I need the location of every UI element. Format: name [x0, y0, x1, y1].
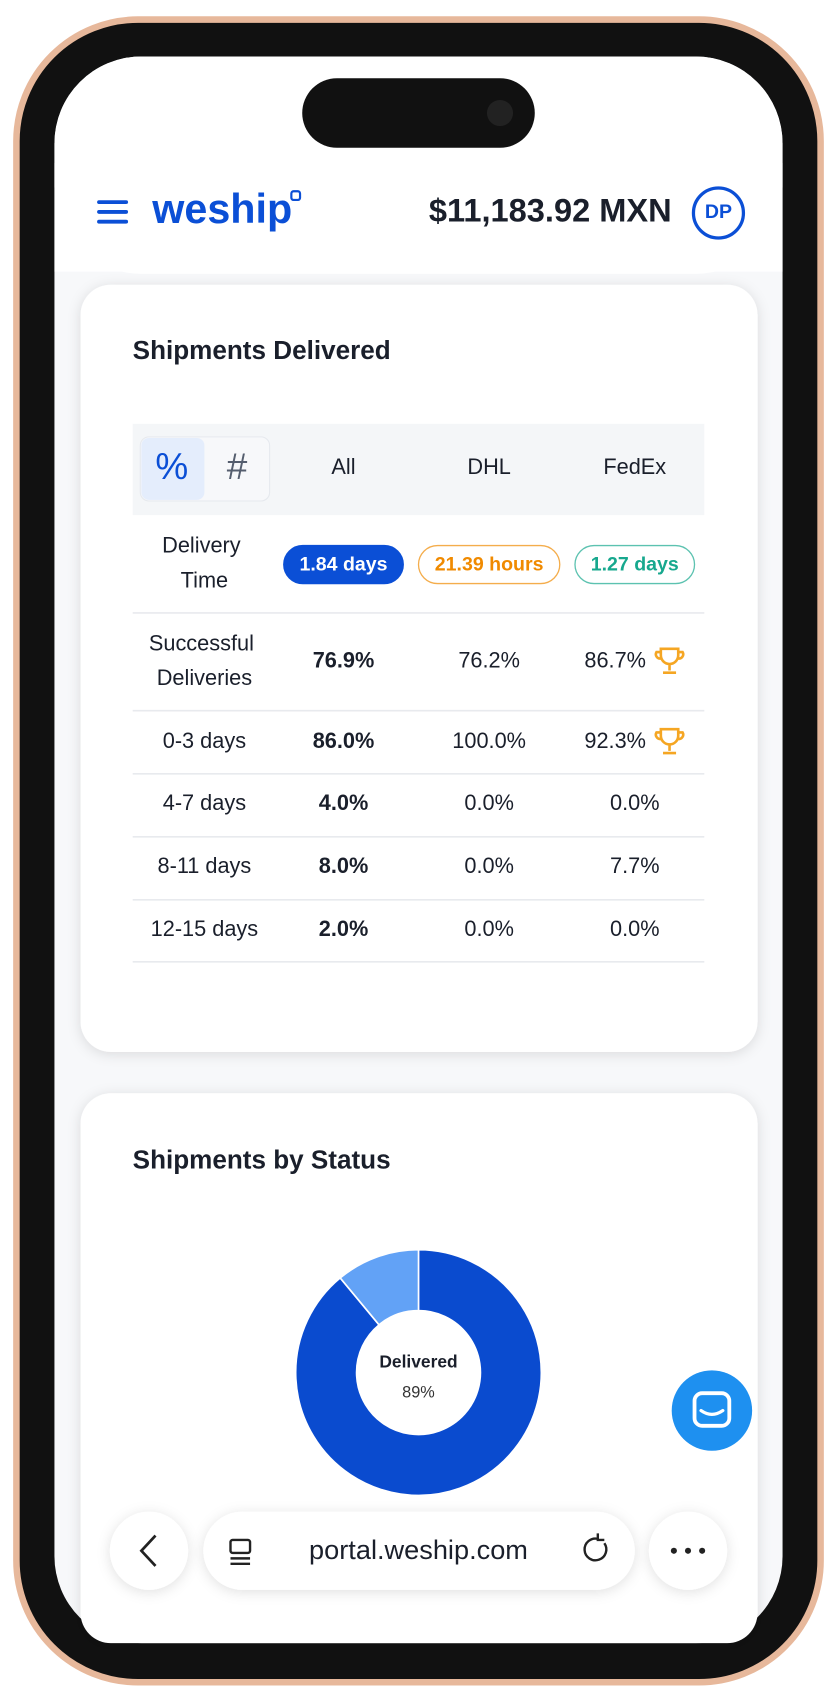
tabs-icon [229, 1538, 252, 1566]
cell-value: 100.0% [452, 728, 526, 753]
delivery-time: 21.39 hours [435, 553, 544, 575]
trophy-icon [654, 647, 685, 674]
delivery-pill [283, 544, 404, 585]
cell-value: 92.3% [584, 728, 646, 753]
balance: $11,183.92 MXN [429, 192, 672, 229]
more-icon [670, 1547, 706, 1554]
dynamic-island [302, 78, 535, 148]
menu-icon[interactable] [97, 200, 129, 224]
cell-value: 0.0% [610, 790, 660, 815]
logo-mark [290, 190, 302, 202]
header-bg2 [54, 163, 783, 272]
logo: weship [151, 186, 292, 232]
back-icon [139, 1534, 157, 1567]
delivery-time: 1.27 days [591, 553, 679, 575]
column-header: All [331, 454, 355, 479]
row-label: 0-3 days [163, 728, 246, 753]
row-label: 8-11 days [158, 853, 252, 878]
camera [486, 99, 514, 127]
reload-icon[interactable] [583, 1533, 608, 1562]
cell-value: 0.0% [464, 853, 514, 878]
row-label: 12-15 days [151, 916, 259, 941]
back-button[interactable] [109, 1511, 189, 1590]
cell-value: 86.0% [313, 728, 375, 753]
chat-icon [692, 1391, 732, 1428]
card-title: Shipments Delivered [133, 335, 391, 365]
center-value: 89% [402, 1384, 435, 1402]
card-title: Shipments by Status [133, 1145, 391, 1175]
cell-value: 4.0% [319, 790, 369, 815]
chat-button[interactable] [671, 1370, 753, 1451]
url-bar[interactable] [203, 1511, 635, 1590]
delivery-pill [417, 544, 561, 585]
avatar-initials: DP [705, 201, 732, 223]
cell-value: 7.7% [610, 853, 660, 878]
delivery-time: 1.84 days [299, 553, 387, 575]
delivery-pill [574, 544, 696, 585]
toggle: # [227, 446, 248, 487]
donut-hole [356, 1310, 481, 1435]
trophy-icon [654, 727, 685, 755]
toggle: % [155, 446, 188, 487]
avatar[interactable] [691, 186, 746, 240]
row-label: 4-7 days [163, 790, 246, 815]
chat-smile [699, 1408, 725, 1417]
cell-value: 76.9% [313, 648, 375, 673]
cell-value: 0.0% [464, 790, 514, 815]
center-label: Delivered [379, 1351, 457, 1371]
cell-value: 0.0% [464, 916, 514, 941]
toggle-active[interactable] [141, 437, 205, 500]
cell-value: 0.0% [610, 916, 660, 941]
cell-value: 86.7% [584, 648, 646, 673]
column-header: FedEx [603, 454, 666, 479]
cell-value: 76.2% [458, 648, 520, 673]
cell-value: 8.0% [319, 853, 369, 878]
column-header: DHL [467, 454, 510, 479]
url: portal.weship.com [309, 1534, 528, 1565]
row-label: Delivery Time [162, 532, 246, 592]
cell-value: 2.0% [319, 916, 369, 941]
row-label: Successful Deliveries [149, 630, 260, 690]
